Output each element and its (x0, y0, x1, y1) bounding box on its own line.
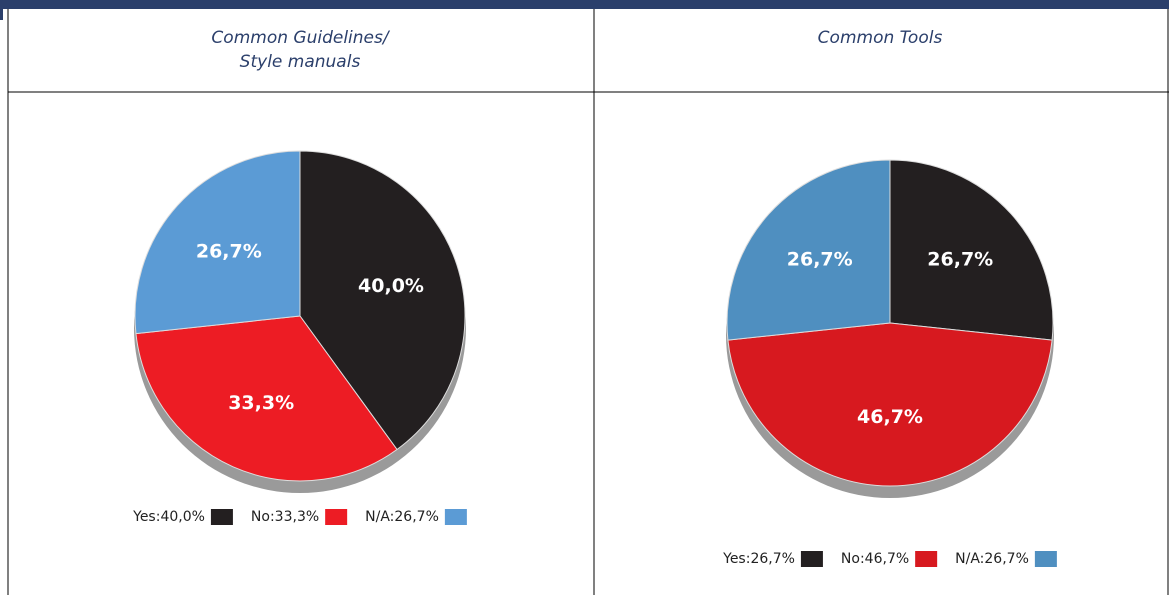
legend-label: N/A:26,7% (955, 551, 1029, 567)
frame-top (0, 0, 1169, 9)
legend-swatch (800, 551, 823, 567)
value-label: 40,0% (358, 275, 424, 297)
pie-slice (299, 150, 466, 451)
legend-swatch (915, 551, 938, 567)
legend-swatch (444, 509, 467, 525)
value-label: 33,3% (228, 392, 294, 414)
value-label: 46,7% (857, 406, 923, 428)
column-header: Common Guidelines/ (211, 28, 390, 48)
value-label: 26,7% (927, 248, 993, 270)
legend-label: Yes:40,0% (132, 509, 205, 525)
frame-left (0, 0, 3, 20)
legend-swatch (210, 509, 233, 525)
legend-swatch (325, 509, 348, 525)
legend-swatch (1034, 551, 1057, 567)
pie-slice (134, 150, 301, 335)
legend-label: No:46,7% (841, 551, 909, 567)
pie-slice (726, 159, 891, 341)
value-label: 26,7% (787, 248, 853, 270)
pie-slice (889, 159, 1054, 341)
legend-label: Yes:26,7% (722, 551, 795, 567)
pie-slice (135, 315, 398, 482)
value-label: 26,7% (196, 241, 262, 263)
legend-label: No:33,3% (251, 509, 319, 525)
column-header: Style manuals (240, 52, 361, 72)
legend-label: N/A:26,7% (365, 509, 439, 525)
pie-slice (727, 322, 1053, 487)
column-header: Common Tools (818, 28, 943, 48)
